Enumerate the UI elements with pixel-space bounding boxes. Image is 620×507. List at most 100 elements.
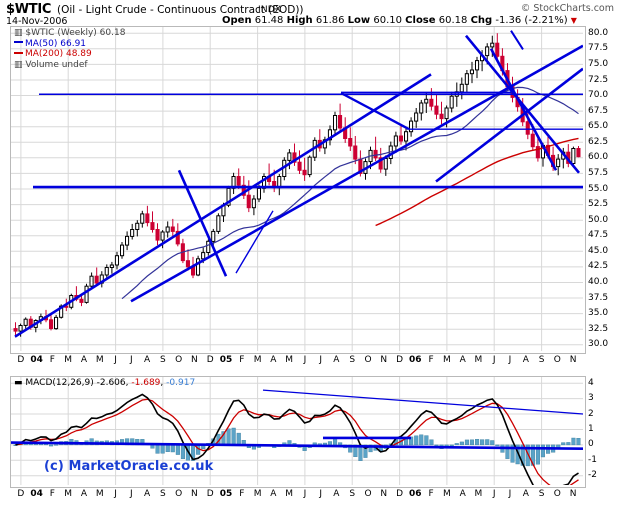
price-axis-tick: 35.0	[588, 308, 609, 319]
x-axis-tick: O	[364, 355, 372, 365]
price-axis-tick: 77.5	[588, 43, 609, 54]
price-axis-tick: 70.0	[588, 90, 609, 100]
quote-date: 14-Nov-2006	[6, 16, 68, 27]
price-axis-tick: 57.5	[588, 167, 609, 178]
ma50-swatch-icon	[14, 41, 23, 43]
x-axis-tick: A	[80, 489, 88, 499]
x-axis-tick: F	[428, 489, 434, 499]
x-axis-tick: F	[49, 489, 55, 499]
legend-ma200: MA(200) 48.89	[14, 49, 125, 60]
legend-volume: ▥ Volume undef	[14, 60, 125, 71]
x-axis-tick: J	[319, 489, 323, 499]
x-axis-tick: D	[17, 355, 25, 365]
symbol-description: (Oil - Light Crude - Continuous Contract…	[57, 4, 304, 16]
price-axis-tick: 75.0	[588, 58, 609, 69]
x-axis-tick: O	[175, 489, 183, 499]
chg-value: -1.36 (-2.21%)	[495, 15, 568, 26]
price-axis-tick: 62.5	[588, 136, 609, 147]
x-axis-tick: O	[364, 489, 372, 499]
macd-signal-value: -1.689	[131, 378, 161, 388]
price-axis-tick: 37.5	[588, 292, 609, 303]
legend-ma50: MA(50) 66.91	[14, 39, 125, 50]
macd-name-label: MACD(12,26,9)	[25, 378, 94, 388]
x-axis-tick: J	[303, 489, 307, 499]
down-arrow-icon: ▼	[570, 16, 577, 25]
x-axis-tick: 04	[30, 489, 43, 499]
legend-series-label: $WTIC (Weekly) 60.18	[25, 28, 126, 38]
price-chart-pane	[10, 26, 586, 354]
macd-axis-tick: 1	[588, 424, 594, 434]
candlestick-icon: ▥	[14, 28, 23, 38]
open-value: 61.48	[254, 15, 284, 26]
chart-header: $WTIC (Oil - Light Crude - Continuous Co…	[0, 0, 620, 27]
x-axis-tick: J	[129, 489, 133, 499]
x-axis-tick: J	[492, 355, 496, 365]
macd-plot-area	[11, 377, 583, 485]
high-label: High	[286, 15, 313, 26]
x-axis-tick: A	[270, 355, 277, 365]
macd-value: -2.606	[96, 378, 126, 388]
x-axis-tick: A	[459, 489, 466, 499]
x-axis-tick: 06	[409, 489, 422, 499]
price-axis-tick: 45.0	[588, 245, 609, 256]
x-axis-tick: M	[64, 489, 73, 499]
price-legend: ▥ $WTIC (Weekly) 60.18 MA(50) 66.91 MA(2…	[14, 28, 125, 70]
x-axis-tick: N	[569, 355, 577, 365]
x-axis-tick: S	[538, 355, 545, 365]
x-axis-tick: M	[253, 355, 262, 365]
x-axis-tick: F	[239, 355, 245, 365]
macd-axis-tick: -1	[588, 454, 597, 465]
price-axis-tick: 60.0	[588, 152, 609, 163]
x-axis-tick: N	[191, 489, 198, 499]
x-axis-tick: M	[443, 355, 451, 365]
macd-axis-tick: 2	[588, 408, 594, 419]
macd-hist-value: -0.917	[166, 378, 196, 388]
x-axis-tick: M	[253, 489, 262, 499]
price-axis-tick: 72.5	[588, 74, 609, 85]
close-value: 60.18	[438, 15, 468, 26]
ma200-swatch-icon	[14, 51, 23, 54]
x-axis-tick: J	[508, 355, 512, 365]
x-axis-tick: A	[80, 355, 88, 365]
x-axis-tick: S	[349, 489, 356, 499]
x-axis-tick: O	[553, 355, 561, 365]
x-axis-tick: M	[95, 489, 104, 499]
x-axis-tick: A	[333, 355, 340, 365]
close-label: Close	[405, 15, 436, 26]
x-axis-tick: N	[191, 355, 198, 365]
volume-bars-icon: ▥	[14, 59, 23, 70]
macd-axis-tick: -2	[588, 470, 597, 481]
x-axis-tick: 05	[219, 355, 233, 365]
symbol-exchange: INDX	[258, 5, 282, 15]
x-axis-tick: F	[239, 489, 245, 499]
macd-axis-tick: 3	[588, 393, 594, 404]
x-axis-tick: N	[569, 489, 577, 499]
x-axis-tick: F	[49, 355, 55, 365]
macd-axis-tick: 0	[588, 439, 594, 450]
x-axis-tick: O	[553, 489, 561, 499]
x-axis-tick: D	[206, 489, 214, 499]
x-axis-tick: A	[459, 355, 466, 365]
legend-volume-label: Volume undef	[25, 59, 88, 70]
x-axis-tick: J	[319, 355, 323, 365]
price-axis-tick: 42.5	[588, 261, 609, 272]
x-axis-tick: F	[428, 355, 434, 365]
legend-ma50-label: MA(50) 66.91	[25, 38, 87, 49]
ohlc-quote-bar: Open 61.48 High 61.86 Low 60.10 Close 60…	[222, 15, 577, 26]
x-axis-tick: N	[380, 355, 388, 365]
x-axis-tick: S	[538, 489, 545, 499]
x-axis-tick: O	[175, 355, 183, 365]
legend-series: ▥ $WTIC (Weekly) 60.18	[14, 28, 125, 39]
x-axis-tick: M	[285, 355, 293, 365]
price-axis-tick: 30.0	[588, 339, 609, 350]
x-axis-tick: D	[17, 489, 25, 499]
x-axis-tick: D	[206, 355, 214, 365]
x-axis-tick: J	[114, 489, 117, 499]
price-axis-tick: 47.5	[588, 230, 609, 241]
low-value: 60.10	[373, 15, 402, 26]
x-axis-tick: A	[333, 489, 340, 499]
x-axis-tick: D	[396, 489, 404, 499]
provider-attribution: © StockCharts.com	[520, 3, 614, 14]
price-axis-tick: 52.5	[588, 199, 609, 210]
